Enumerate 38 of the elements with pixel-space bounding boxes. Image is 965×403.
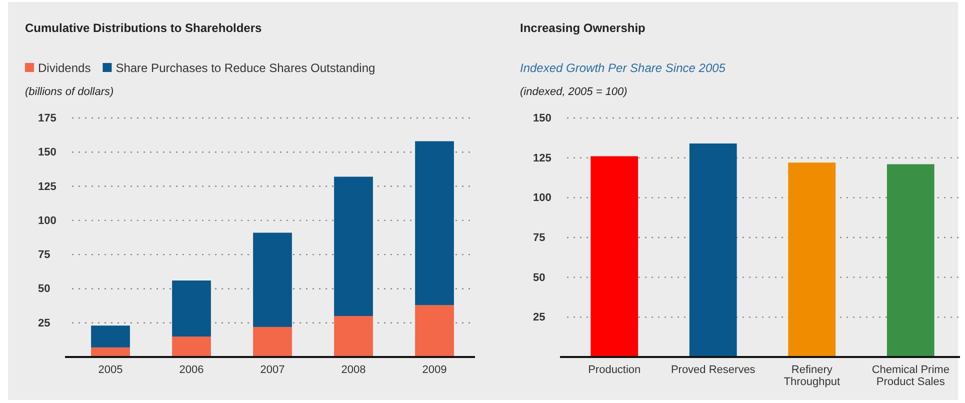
bar <box>334 176 373 316</box>
bar <box>172 336 211 357</box>
y-tick-label: 150 <box>533 112 552 125</box>
y-tick-label: 25 <box>38 317 50 330</box>
bar <box>415 141 454 306</box>
x-tick-label: Proved Reserves <box>670 364 756 376</box>
x-tick-label: Refinery Throughput <box>784 364 840 388</box>
y-tick-label: 25 <box>533 312 546 324</box>
y-axis-title: (billions of dollars) <box>25 86 114 98</box>
bar <box>253 232 292 327</box>
y-axis-title: (indexed, 2005 = 100) <box>520 86 628 98</box>
legend-label: Dividends <box>38 61 91 75</box>
y-tick-label: 125 <box>38 180 56 193</box>
y-tick-label: 125 <box>533 152 552 164</box>
chart-subtitle: Indexed Growth Per Share Since 2005 <box>520 61 726 75</box>
y-tick-label: 175 <box>38 112 56 125</box>
x-tick-label: 2007 <box>260 364 285 376</box>
bar <box>415 305 454 357</box>
y-tick-label: 75 <box>533 232 546 244</box>
y-tick-label: 50 <box>533 272 546 284</box>
y-tick-label: 75 <box>38 249 50 262</box>
y-tick-label: 100 <box>38 214 56 227</box>
bar <box>172 280 211 337</box>
y-tick-label: 50 <box>38 283 50 296</box>
bar <box>91 326 130 348</box>
y-tick-label: 150 <box>38 146 56 159</box>
x-tick-label: 2005 <box>98 364 123 376</box>
y-tick-label: 100 <box>533 192 552 204</box>
chart-title: Cumulative Distributions to Shareholders <box>25 21 262 35</box>
chart-title: Increasing Ownership <box>520 21 646 35</box>
x-tick-label: Chemical Prime Product Sales <box>872 364 950 388</box>
bar <box>253 326 292 357</box>
x-tick-label: 2009 <box>422 364 447 376</box>
legend-label: Share Purchases to Reduce Shares Outstanding <box>116 61 376 75</box>
x-tick-label: Production <box>588 364 641 376</box>
x-tick-label: 2008 <box>341 364 366 376</box>
x-tick-label: 2006 <box>179 364 204 376</box>
bar <box>334 316 373 357</box>
